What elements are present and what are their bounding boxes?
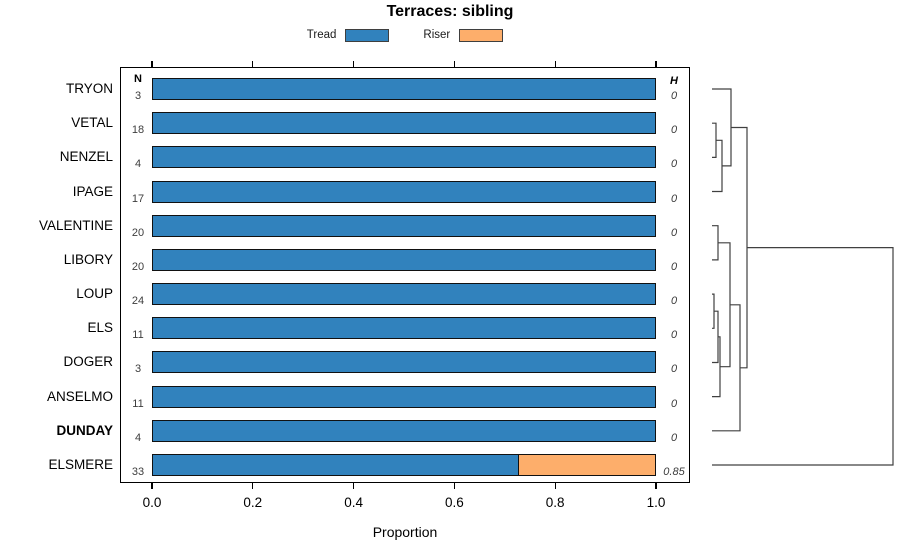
stacked-bar [152,78,656,100]
row-label: ELSMERE [48,456,113,472]
h-value: 0 [670,124,678,137]
h-column-header: H [670,75,678,87]
axis-tick [453,483,455,489]
row-label: IPAGE [72,183,113,199]
axis-tick [151,483,153,489]
stacked-bar [152,112,656,135]
bar-segment-tread [153,79,655,99]
stacked-bar [152,248,656,271]
bar-segment-tread [153,352,655,373]
h-value: 0 [670,329,678,342]
axis-tick [353,483,355,489]
n-value: 20 [131,226,145,239]
axis-tick-label: 0.8 [545,495,565,510]
axis-tick-label: 0.2 [243,495,263,510]
legend-item-tread: Tread [306,28,390,42]
axis-tick-top [353,61,355,67]
h-value: 0 [670,260,678,273]
n-value: 20 [131,260,145,273]
h-value: 0.85 [663,465,685,478]
x-axis-label: Proportion [372,524,438,540]
bar-segment-tread [153,420,655,441]
row-label: LOUP [76,286,113,302]
bar-segment-tread [153,318,655,339]
n-value: 11 [132,397,144,410]
h-value: 0 [670,431,678,444]
axis-tick-top [554,61,556,67]
stacked-bar [152,351,656,374]
n-value: 4 [134,158,142,171]
h-value: 0 [670,295,678,308]
n-value: 11 [132,329,144,342]
row-label: VALENTINE [38,217,113,233]
row-label: LIBORY [63,251,113,267]
legend-item-riser: Riser [423,28,504,42]
row-label: NENZEL [59,149,113,165]
h-value: 0 [670,158,678,171]
axis-tick-label: 1.0 [646,495,666,510]
n-value: 3 [134,90,142,102]
row-label: ELS [87,320,113,336]
n-value: 3 [134,363,142,376]
chart-title: Terraces: sibling [386,3,514,20]
legend: Tread Riser [120,26,690,44]
axis-tick-top [453,61,455,67]
row-label: DUNDAY [56,422,113,438]
h-value: 0 [670,192,678,205]
stacked-bar [152,283,656,306]
h-value: 0 [670,226,678,239]
n-value: 33 [131,465,145,478]
axis-tick [655,483,657,489]
axis-tick-label: 0.4 [344,495,363,510]
row-label: DOGER [63,354,113,370]
bar-segment-tread [153,113,655,134]
n-value: 17 [131,192,145,205]
h-value: 0 [670,397,678,410]
legend-label-tread: Tread [306,29,337,41]
stacked-bar [152,453,656,476]
stacked-bar [152,180,656,203]
row-label: VETAL [71,115,113,131]
n-column-header: N [134,73,142,85]
axis-tick-label: 0.0 [142,495,162,510]
axis-tick-top [252,61,254,67]
bar-segment-tread [153,454,518,475]
bar-segment-tread [153,147,655,168]
stacked-bar [152,419,656,442]
legend-label-riser: Riser [423,29,451,41]
h-value: 0 [670,90,678,102]
plot-box [120,67,690,483]
n-value: 24 [131,295,145,308]
h-value: 0 [670,363,678,376]
n-value: 4 [134,431,142,444]
stacked-bar [152,385,656,408]
row-label: TRYON [65,81,113,96]
bar-segment-riser [517,454,655,475]
axis-tick [554,483,556,489]
stacked-bar [152,317,656,340]
bar-segment-tread [153,181,655,202]
axis-tick-label: 0.6 [445,495,464,510]
bar-segment-tread [153,284,655,305]
row-label: ANSELMO [46,388,113,404]
axis-tick-top [655,61,657,67]
bar-segment-tread [153,215,655,236]
bar-segment-tread [153,386,655,407]
bar-segment-tread [153,249,655,270]
stacked-bar [152,146,656,169]
axis-tick-top [151,61,153,67]
axis-tick [252,483,254,489]
stacked-bar [152,214,656,237]
dendrogram-branches [712,88,894,466]
legend-swatch-tread [345,28,390,42]
legend-swatch-riser [459,28,504,42]
n-value: 18 [131,124,145,137]
